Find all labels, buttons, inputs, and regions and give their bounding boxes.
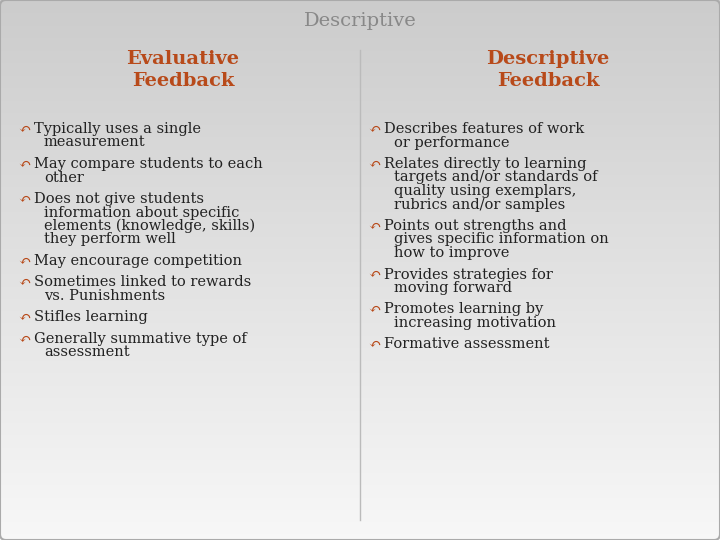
Text: or performance: or performance <box>394 136 510 150</box>
Text: Generally summative type of: Generally summative type of <box>34 332 247 346</box>
Text: May encourage competition: May encourage competition <box>34 254 242 268</box>
Text: ↶: ↶ <box>18 275 30 289</box>
Text: rubrics and/or samples: rubrics and/or samples <box>394 198 565 212</box>
Text: they perform well: they perform well <box>44 233 176 246</box>
Text: ↶: ↶ <box>18 332 30 346</box>
Text: assessment: assessment <box>44 346 130 360</box>
Text: ↶: ↶ <box>368 122 380 136</box>
Text: ↶: ↶ <box>368 302 380 316</box>
Text: Typically uses a single: Typically uses a single <box>34 122 201 136</box>
Text: Formative assessment: Formative assessment <box>384 338 549 352</box>
Text: gives specific information on: gives specific information on <box>394 233 608 246</box>
Text: information about specific: information about specific <box>44 206 239 219</box>
Text: Sometimes linked to rewards: Sometimes linked to rewards <box>34 275 251 289</box>
Text: ↶: ↶ <box>18 157 30 171</box>
Text: Descriptive: Descriptive <box>304 12 416 30</box>
Text: elements (knowledge, skills): elements (knowledge, skills) <box>44 219 255 233</box>
Text: ↶: ↶ <box>368 157 380 171</box>
Text: vs. Punishments: vs. Punishments <box>44 289 165 303</box>
Text: increasing motivation: increasing motivation <box>394 316 556 330</box>
Text: targets and/or standards of: targets and/or standards of <box>394 171 598 185</box>
Text: Points out strengths and: Points out strengths and <box>384 219 567 233</box>
Text: Promotes learning by: Promotes learning by <box>384 302 544 316</box>
Text: measurement: measurement <box>44 136 145 150</box>
Text: Evaluative
Feedback: Evaluative Feedback <box>127 50 240 90</box>
Text: Provides strategies for: Provides strategies for <box>384 267 553 281</box>
Text: ↶: ↶ <box>18 122 30 136</box>
Text: ↶: ↶ <box>18 192 30 206</box>
Text: Descriptive
Feedback: Descriptive Feedback <box>487 50 610 90</box>
Text: ↶: ↶ <box>18 310 30 325</box>
Text: other: other <box>44 171 84 185</box>
Text: ↶: ↶ <box>368 219 380 233</box>
Text: moving forward: moving forward <box>394 281 512 295</box>
Text: Relates directly to learning: Relates directly to learning <box>384 157 587 171</box>
Text: ↶: ↶ <box>368 338 380 352</box>
Text: quality using exemplars,: quality using exemplars, <box>394 184 577 198</box>
Text: ↶: ↶ <box>18 254 30 268</box>
Text: May compare students to each: May compare students to each <box>34 157 263 171</box>
Text: Stifles learning: Stifles learning <box>34 310 148 325</box>
Text: how to improve: how to improve <box>394 246 509 260</box>
Text: Describes features of work: Describes features of work <box>384 122 584 136</box>
Text: ↶: ↶ <box>368 267 380 281</box>
Text: Does not give students: Does not give students <box>34 192 204 206</box>
